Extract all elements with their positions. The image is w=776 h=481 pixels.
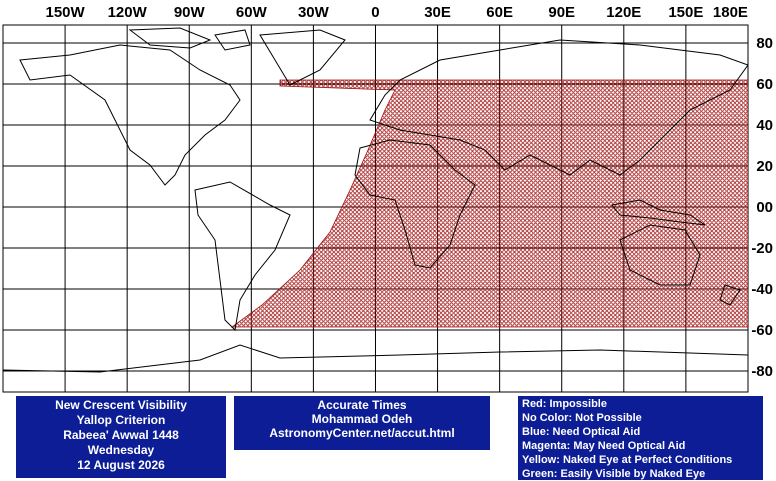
antarctica: [3, 344, 748, 373]
australia: [619, 224, 701, 286]
longitude-label: 90E: [548, 4, 575, 21]
greenland: [259, 29, 346, 86]
info-line: Yallop Criterion: [77, 413, 166, 427]
legend-entry: Yellow: Naked Eye at Perfect Conditions: [522, 454, 732, 466]
indonesia: [611, 199, 706, 226]
legend-box: Red: Impossible No Color: Not Possible Blu…: [518, 396, 763, 480]
longitude-label: 180E: [713, 4, 748, 21]
north-america: [19, 44, 241, 186]
latitude-label: 60: [756, 76, 773, 93]
longitude-label: 30E: [424, 4, 451, 21]
info-line: Wednesday: [88, 443, 155, 457]
coastlines: [3, 27, 748, 373]
latitude-label: 40: [756, 117, 773, 134]
info-line: 12 August 2026: [77, 458, 165, 472]
longitude-label: 30W: [298, 4, 330, 21]
eurasia: [369, 39, 748, 176]
legend-entry: Red: Impossible: [522, 398, 607, 410]
impossible-region: [230, 79, 748, 328]
info-line: New Crescent Visibility: [55, 398, 187, 412]
info-line: Rabeea' Awwal 1448: [63, 428, 179, 442]
longitude-label: 60W: [236, 4, 268, 21]
credit-line: AstronomyCenter.net/accut.html: [269, 426, 454, 440]
info-box-bg: [16, 396, 226, 478]
longitude-label: 0: [371, 4, 379, 21]
africa: [354, 139, 476, 269]
legend-entry: Magenta: May Need Optical Aid: [522, 440, 685, 452]
south-america: [194, 181, 291, 332]
latitude-label: 80: [756, 35, 773, 52]
credit-box-bg: [234, 396, 490, 450]
credit-line: Accurate Times: [317, 398, 406, 412]
new-zealand: [719, 284, 741, 306]
map-layers: [3, 27, 748, 373]
longitude-label: 120E: [606, 4, 641, 21]
latitude-label: 20: [756, 158, 773, 175]
legend-entry: No Color: Not Possible: [522, 412, 642, 424]
longitude-labels: 150W 120W 90W 60W 30W 0 30E 60E 90E 120E 150E 180E: [45, 4, 747, 21]
longitude-label: 150W: [45, 4, 85, 21]
latitude-label: -60: [751, 322, 773, 339]
latitude-label: -40: [751, 281, 773, 298]
credit-line: Mohammad Odeh: [312, 412, 413, 426]
latitude-label: -20: [751, 240, 773, 257]
legend-entry: Green: Easily Visible by Naked Eye: [522, 468, 705, 480]
latitude-label: 00: [756, 199, 773, 216]
legend-entry: Blue: Need Optical Aid: [522, 426, 640, 438]
legend-bg: [518, 396, 763, 480]
longitude-label: 60E: [486, 4, 513, 21]
latitude-labels: 80 60 40 20 00 -20 -40 -60 -80: [751, 35, 773, 380]
longitude-label: 90W: [174, 4, 206, 21]
latitude-label: -80: [751, 363, 773, 380]
longitude-label: 150E: [668, 4, 703, 21]
arctic-islands: [128, 27, 251, 51]
longitude-label: 120W: [108, 4, 148, 21]
